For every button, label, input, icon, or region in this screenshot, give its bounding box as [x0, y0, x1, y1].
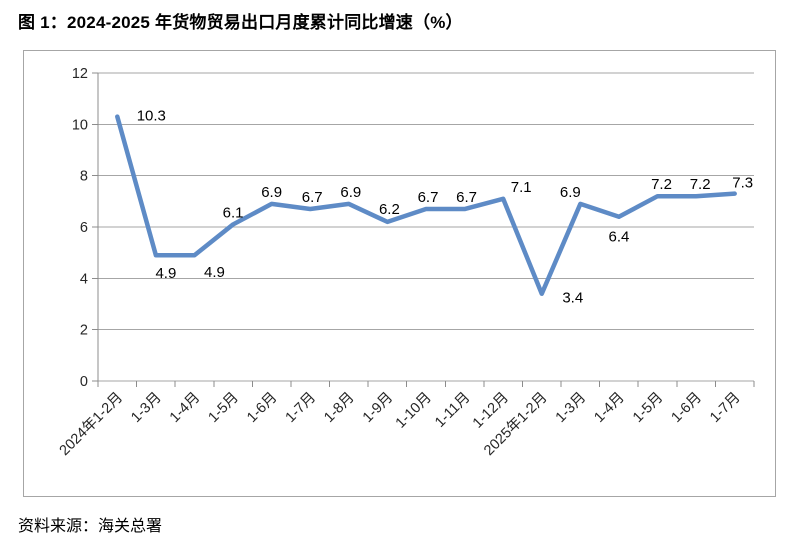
- data-point-label: 6.7: [302, 189, 323, 206]
- data-point-label: 10.3: [137, 108, 166, 125]
- data-point-label: 7.1: [511, 179, 532, 196]
- y-axis-tick-label: 12: [72, 66, 88, 82]
- x-axis-category-label: 2024年1-2月: [56, 389, 126, 459]
- data-point-label: 7.2: [690, 176, 711, 193]
- x-axis-category-label: 1-6月: [244, 390, 280, 426]
- data-point-label: 6.9: [560, 184, 581, 201]
- x-axis-category-label: 1-10月: [393, 390, 435, 432]
- y-axis-tick-label: 4: [80, 271, 88, 287]
- data-point-label: 6.2: [379, 201, 400, 218]
- data-point-label: 4.9: [155, 265, 176, 282]
- x-axis-category-label: 1-4月: [591, 390, 627, 426]
- trend-line: [115, 114, 737, 296]
- x-axis-category-label: 1-5月: [205, 390, 241, 426]
- x-axis-category-label: 1-4月: [167, 390, 203, 426]
- x-axis-category-label: 1-8月: [321, 390, 357, 426]
- y-axis-tick-label: 10: [72, 117, 88, 133]
- y-axis-tick-label: 6: [80, 220, 88, 236]
- source-note: 资料来源：海关总署: [18, 518, 163, 535]
- data-point-label: 6.4: [609, 229, 630, 246]
- data-point-label: 6.7: [456, 189, 477, 206]
- data-point-label: 7.3: [732, 175, 753, 192]
- data-point-label: 3.4: [562, 290, 583, 307]
- x-axis-category-label: 1-3月: [128, 390, 164, 426]
- data-point-label: 4.9: [204, 264, 225, 281]
- data-point-label: 6.7: [418, 189, 439, 206]
- y-axis-tick-label: 2: [80, 323, 88, 339]
- data-point-label: 7.2: [651, 176, 672, 193]
- data-point-label: 6.9: [340, 184, 361, 201]
- x-axis-category-label: 1-3月: [553, 390, 589, 426]
- chart-container: 0 2 4 6 8 10 12 2024年1-2月 1-3月 1-4月 1-5月 1-6月 1-7月 1-…: [23, 50, 776, 497]
- x-axis-category-label: 1-7月: [707, 390, 743, 426]
- data-point-label: 6.9: [261, 184, 282, 201]
- x-axis-category-label: 1-11月: [432, 390, 473, 431]
- x-axis-category-label: 1-6月: [669, 390, 705, 426]
- x-axis-category-label: 1-5月: [630, 390, 666, 426]
- x-axis-category-label: 1-7月: [283, 390, 319, 426]
- figure-title: 图 1：2024-2025 年货物贸易出口月度累计同比增速（%）: [18, 13, 463, 32]
- data-point-label: 6.1: [223, 204, 244, 221]
- y-axis-tick-label: 0: [80, 374, 88, 390]
- y-axis-tick-label: 8: [80, 169, 88, 185]
- x-axis-category-label: 1-9月: [360, 390, 396, 426]
